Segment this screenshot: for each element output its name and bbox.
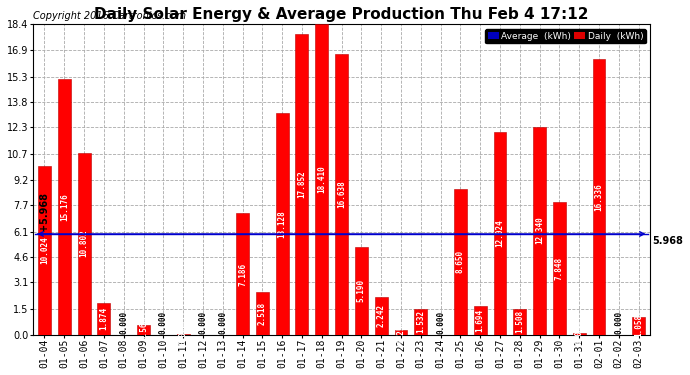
Text: Copyright 2016 Cartronics.com: Copyright 2016 Cartronics.com [32, 11, 186, 21]
Bar [573, 333, 586, 334]
Text: 13.128: 13.128 [277, 210, 286, 238]
Bar [137, 325, 150, 334]
Text: 0.046: 0.046 [179, 322, 188, 345]
Text: 10.802: 10.802 [79, 230, 88, 257]
Bar [256, 292, 269, 334]
Bar [632, 317, 645, 334]
Text: +5.968: +5.968 [39, 192, 48, 231]
Legend: Average  (kWh), Daily  (kWh): Average (kWh), Daily (kWh) [485, 29, 646, 44]
Bar [78, 153, 90, 334]
Text: 0.000: 0.000 [199, 310, 208, 334]
Text: 1.508: 1.508 [515, 310, 524, 333]
Bar [474, 306, 486, 334]
Text: 1.874: 1.874 [99, 307, 108, 330]
Text: 10.024: 10.024 [40, 236, 49, 264]
Bar [493, 132, 506, 334]
Bar [335, 54, 348, 334]
Text: 0.000: 0.000 [119, 310, 128, 334]
Bar [355, 247, 368, 334]
Text: 17.852: 17.852 [297, 170, 306, 198]
Text: 0.000: 0.000 [436, 310, 445, 334]
Bar [58, 79, 71, 334]
Text: 1.694: 1.694 [475, 309, 484, 332]
Text: 15.176: 15.176 [60, 193, 69, 220]
Bar [533, 127, 546, 335]
Bar [315, 24, 328, 334]
Text: 7.848: 7.848 [555, 257, 564, 280]
Text: 0.000: 0.000 [159, 310, 168, 334]
Text: 5.968: 5.968 [653, 236, 683, 246]
Bar [593, 59, 605, 334]
Bar [414, 309, 427, 334]
Text: 1.532: 1.532 [416, 310, 425, 333]
Bar [513, 309, 526, 334]
Text: 1.058: 1.058 [634, 314, 643, 337]
Text: 2.518: 2.518 [258, 302, 267, 325]
Text: 0.000: 0.000 [218, 310, 227, 334]
Bar [38, 166, 51, 334]
Bar [553, 202, 566, 334]
Text: 8.650: 8.650 [456, 250, 465, 273]
Title: Daily Solar Energy & Average Production Thu Feb 4 17:12: Daily Solar Energy & Average Production … [95, 7, 589, 22]
Bar [236, 213, 249, 334]
Bar [395, 330, 407, 334]
Text: 0.096: 0.096 [575, 321, 584, 344]
Text: 12.340: 12.340 [535, 217, 544, 244]
Text: 7.186: 7.186 [238, 262, 247, 285]
Text: 16.638: 16.638 [337, 180, 346, 208]
Bar [295, 34, 308, 334]
Bar [454, 189, 467, 334]
Text: 12.024: 12.024 [495, 219, 504, 247]
Text: 2.242: 2.242 [377, 304, 386, 327]
Bar [97, 303, 110, 334]
Bar [375, 297, 388, 334]
Text: 18.410: 18.410 [317, 165, 326, 193]
Text: 0.000: 0.000 [614, 310, 623, 334]
Bar [276, 113, 288, 334]
Text: 16.336: 16.336 [595, 183, 604, 211]
Text: 0.256: 0.256 [397, 320, 406, 343]
Text: 0.566: 0.566 [139, 317, 148, 340]
Text: 5.190: 5.190 [357, 279, 366, 302]
